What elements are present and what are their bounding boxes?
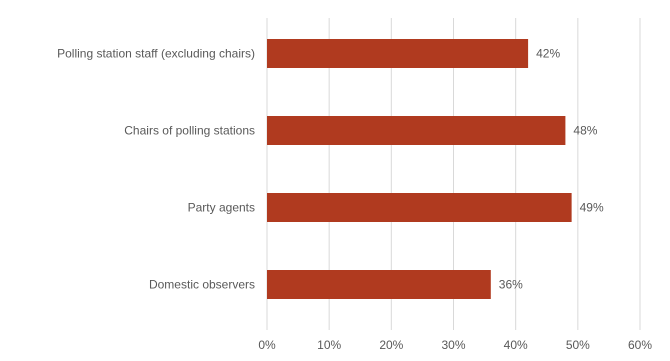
bar: [267, 193, 572, 222]
bars: [267, 39, 572, 299]
x-tick-label: 60%: [628, 338, 652, 352]
x-tick-label: 10%: [317, 338, 341, 352]
bar: [267, 270, 491, 299]
gridlines: [266, 18, 641, 330]
x-tick-label: 0%: [258, 338, 276, 352]
category-label: Party agents: [188, 201, 255, 215]
x-tick-label: 50%: [566, 338, 590, 352]
x-tick-label: 40%: [504, 338, 528, 352]
x-tick-label: 20%: [379, 338, 403, 352]
category-label: Domestic observers: [149, 278, 255, 292]
x-tick-label: 30%: [441, 338, 465, 352]
data-label: 36%: [499, 278, 523, 292]
bar: [267, 116, 566, 145]
data-labels: 42% 48% 49% 36%: [499, 47, 604, 292]
data-label: 48%: [573, 124, 597, 138]
x-axis-tick-labels: 0% 10% 20% 30% 40% 50% 60%: [258, 338, 652, 352]
bar: [267, 39, 529, 68]
category-label: Chairs of polling stations: [124, 124, 255, 138]
data-label: 42%: [536, 47, 560, 61]
category-labels: Polling station staff (excluding chairs)…: [57, 47, 255, 292]
category-label: Polling station staff (excluding chairs): [57, 47, 255, 61]
data-label: 49%: [580, 201, 604, 215]
